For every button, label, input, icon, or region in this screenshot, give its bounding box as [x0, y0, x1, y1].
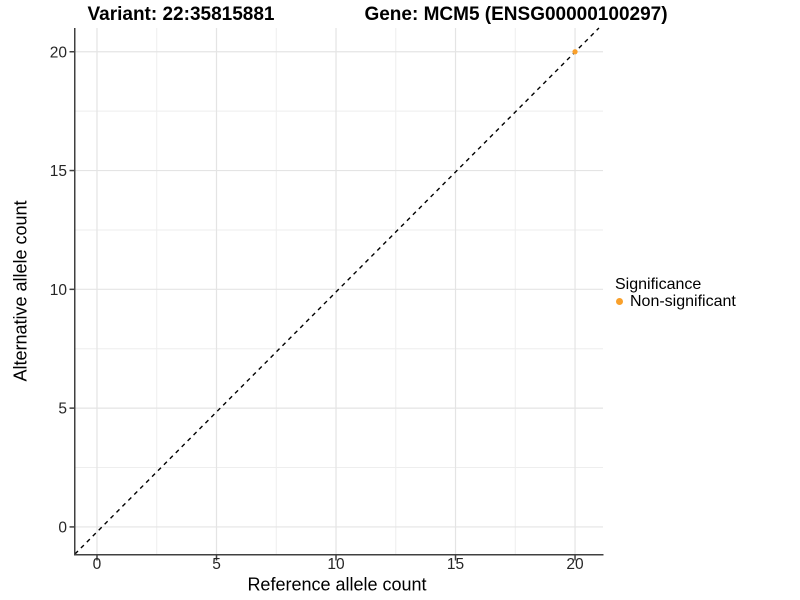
- y-tick-label: 15: [50, 163, 67, 180]
- x-tick-label: 20: [566, 556, 584, 573]
- y-tick-label: 20: [50, 44, 68, 61]
- y-tick-label: 5: [58, 401, 67, 418]
- data-point: [572, 49, 578, 55]
- x-tick-label: 0: [93, 556, 102, 573]
- legend-item: Non-significant: [612, 292, 736, 310]
- y-tick-label: 0: [58, 519, 67, 536]
- x-tick-label: 5: [212, 556, 221, 573]
- x-axis-title: Reference allele count: [247, 574, 427, 595]
- legend-title: Significance: [615, 276, 702, 293]
- plot-title-gene: Gene: MCM5 (ENSG00000100297): [364, 4, 668, 25]
- y-tick-label: 10: [50, 282, 68, 299]
- identity-line: [74, 27, 600, 555]
- legend-point-icon: [616, 298, 623, 305]
- legend-item-label: Non-significant: [630, 292, 736, 310]
- x-tick-label: 15: [447, 556, 464, 573]
- x-tick-label: 10: [327, 556, 345, 573]
- plot-title-variant: Variant: 22:35815881: [87, 4, 275, 25]
- legend: Significance Non-significant: [612, 276, 736, 310]
